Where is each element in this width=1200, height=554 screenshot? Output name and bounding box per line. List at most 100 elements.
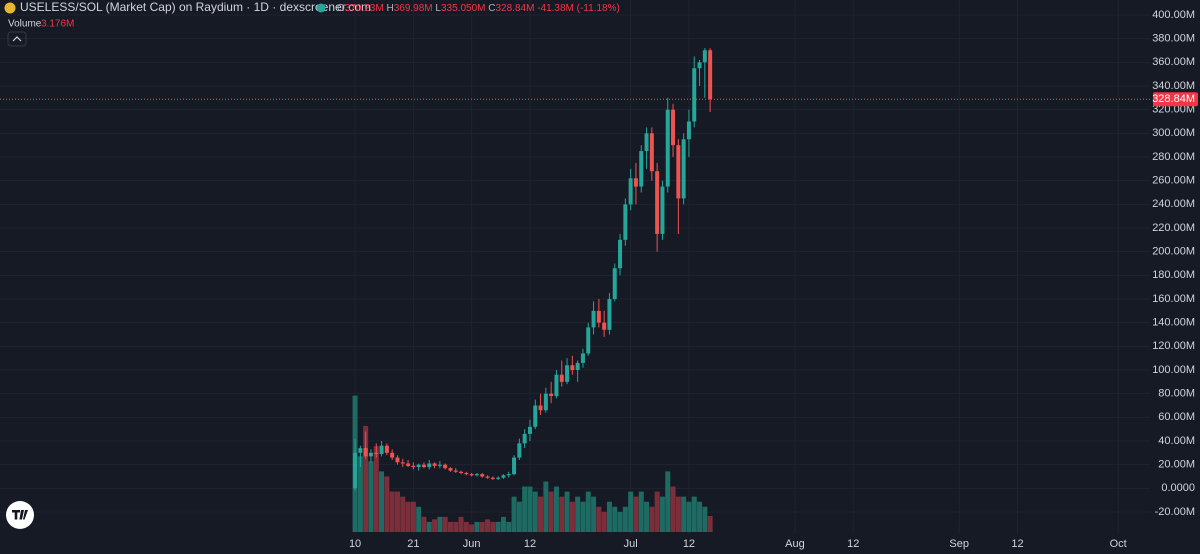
logo-circle[interactable] [6, 501, 34, 529]
candle-body [427, 463, 432, 468]
tv-logo[interactable] [6, 501, 34, 529]
x-tick-label: 12 [1011, 538, 1023, 550]
candle-body [602, 322, 607, 330]
volume-bar [400, 496, 406, 532]
marks [0, 48, 1150, 532]
volume-bar [500, 516, 506, 532]
volume-bar [691, 496, 697, 532]
volume-bar [670, 486, 676, 532]
candle-body [533, 405, 538, 427]
candle-body [628, 178, 633, 205]
x-tick-label: Sep [949, 538, 969, 550]
candle-body [490, 477, 495, 479]
volume-bar [426, 521, 432, 532]
volume-bar [384, 476, 390, 532]
volume-bar [538, 496, 544, 532]
c-value: 328.84M [495, 3, 534, 14]
y-tick-label: 400.00M [1152, 9, 1195, 21]
candle-body [527, 426, 532, 434]
volume-bar [479, 521, 485, 532]
candle-body [671, 109, 676, 146]
x-tick-label: 12 [683, 538, 695, 550]
candle-body [596, 310, 601, 323]
volume-bar [453, 521, 459, 532]
volume-bar [363, 425, 369, 532]
candle-body [363, 448, 368, 457]
candle-body [702, 50, 707, 63]
volume-bar [606, 501, 612, 532]
candle-body [474, 474, 479, 476]
x-tick-label: 12 [847, 538, 859, 550]
candle-body [708, 50, 713, 100]
volume-bar [379, 471, 385, 532]
candle-body [421, 464, 426, 468]
o-key: O [337, 3, 345, 14]
volume-bar [564, 491, 570, 532]
candle-body [400, 462, 405, 464]
candle-body [618, 239, 623, 269]
candle-body [395, 457, 400, 463]
candle-body [681, 139, 686, 199]
candle-body [543, 393, 548, 411]
volume-bar [548, 491, 554, 532]
volume-bar [495, 521, 501, 532]
candle-body [406, 463, 411, 466]
volume-bar [559, 496, 565, 532]
collapse-arrow[interactable] [12, 36, 22, 42]
volume-bar [702, 506, 708, 532]
y-tick-label: 180.00M [1152, 269, 1195, 281]
volume-bar [638, 491, 644, 532]
y-tick-label: 280.00M [1152, 151, 1195, 163]
y-tick-label: -20.00M [1155, 506, 1195, 518]
candle-body [506, 474, 511, 476]
change: -41.38M (-11.18%) [537, 3, 620, 14]
candle-body [676, 145, 681, 199]
volume-bar [516, 501, 522, 532]
volume-bar [410, 501, 416, 532]
volume-bar [389, 491, 395, 532]
candle-body [644, 133, 649, 152]
volume-bar [405, 501, 411, 532]
volume-bar [357, 456, 363, 532]
candle-body [390, 452, 395, 458]
volume-bar [591, 496, 597, 532]
candle-body [580, 353, 585, 363]
volume-bar [675, 496, 681, 532]
volume-bar [511, 496, 517, 532]
y-tick-label: 0.0000 [1161, 482, 1195, 494]
status-dot [316, 3, 326, 13]
candle-body [432, 463, 437, 466]
candle-body [358, 448, 363, 453]
candle-body [522, 433, 527, 444]
h-value: 369.98M [394, 3, 433, 14]
volume-bar [585, 491, 591, 532]
x-tick-label: 12 [524, 538, 536, 550]
volume-bar [654, 491, 660, 532]
candle-body [501, 475, 506, 478]
collapse-box[interactable] [7, 31, 27, 47]
candle-body [379, 445, 384, 455]
volume-bar [697, 501, 703, 532]
volume-bar [447, 521, 453, 532]
volume-bar [522, 486, 528, 532]
y-tick-label: 20.00M [1158, 459, 1195, 471]
logo-mark[interactable] [11, 510, 28, 520]
ohlc-header: O370.23M H369.98M L335.050M C328.84M -41… [337, 3, 620, 14]
candle-body [660, 186, 665, 234]
y-tick-label: 340.00M [1152, 80, 1195, 92]
volume-bar [569, 501, 575, 532]
candle-body [353, 452, 358, 489]
volume-bar [543, 481, 549, 532]
volume-bar [394, 491, 400, 532]
volume-bar [622, 506, 628, 532]
candle-body [453, 470, 458, 472]
y-tick-label: 40.00M [1158, 435, 1195, 447]
collapse-button[interactable] [7, 31, 27, 47]
c-key: C [488, 3, 495, 14]
y-tick-label: 360.00M [1152, 56, 1195, 68]
volume-bar [633, 496, 639, 532]
y-tick-label: 60.00M [1158, 411, 1195, 423]
volume-bar [373, 446, 379, 532]
